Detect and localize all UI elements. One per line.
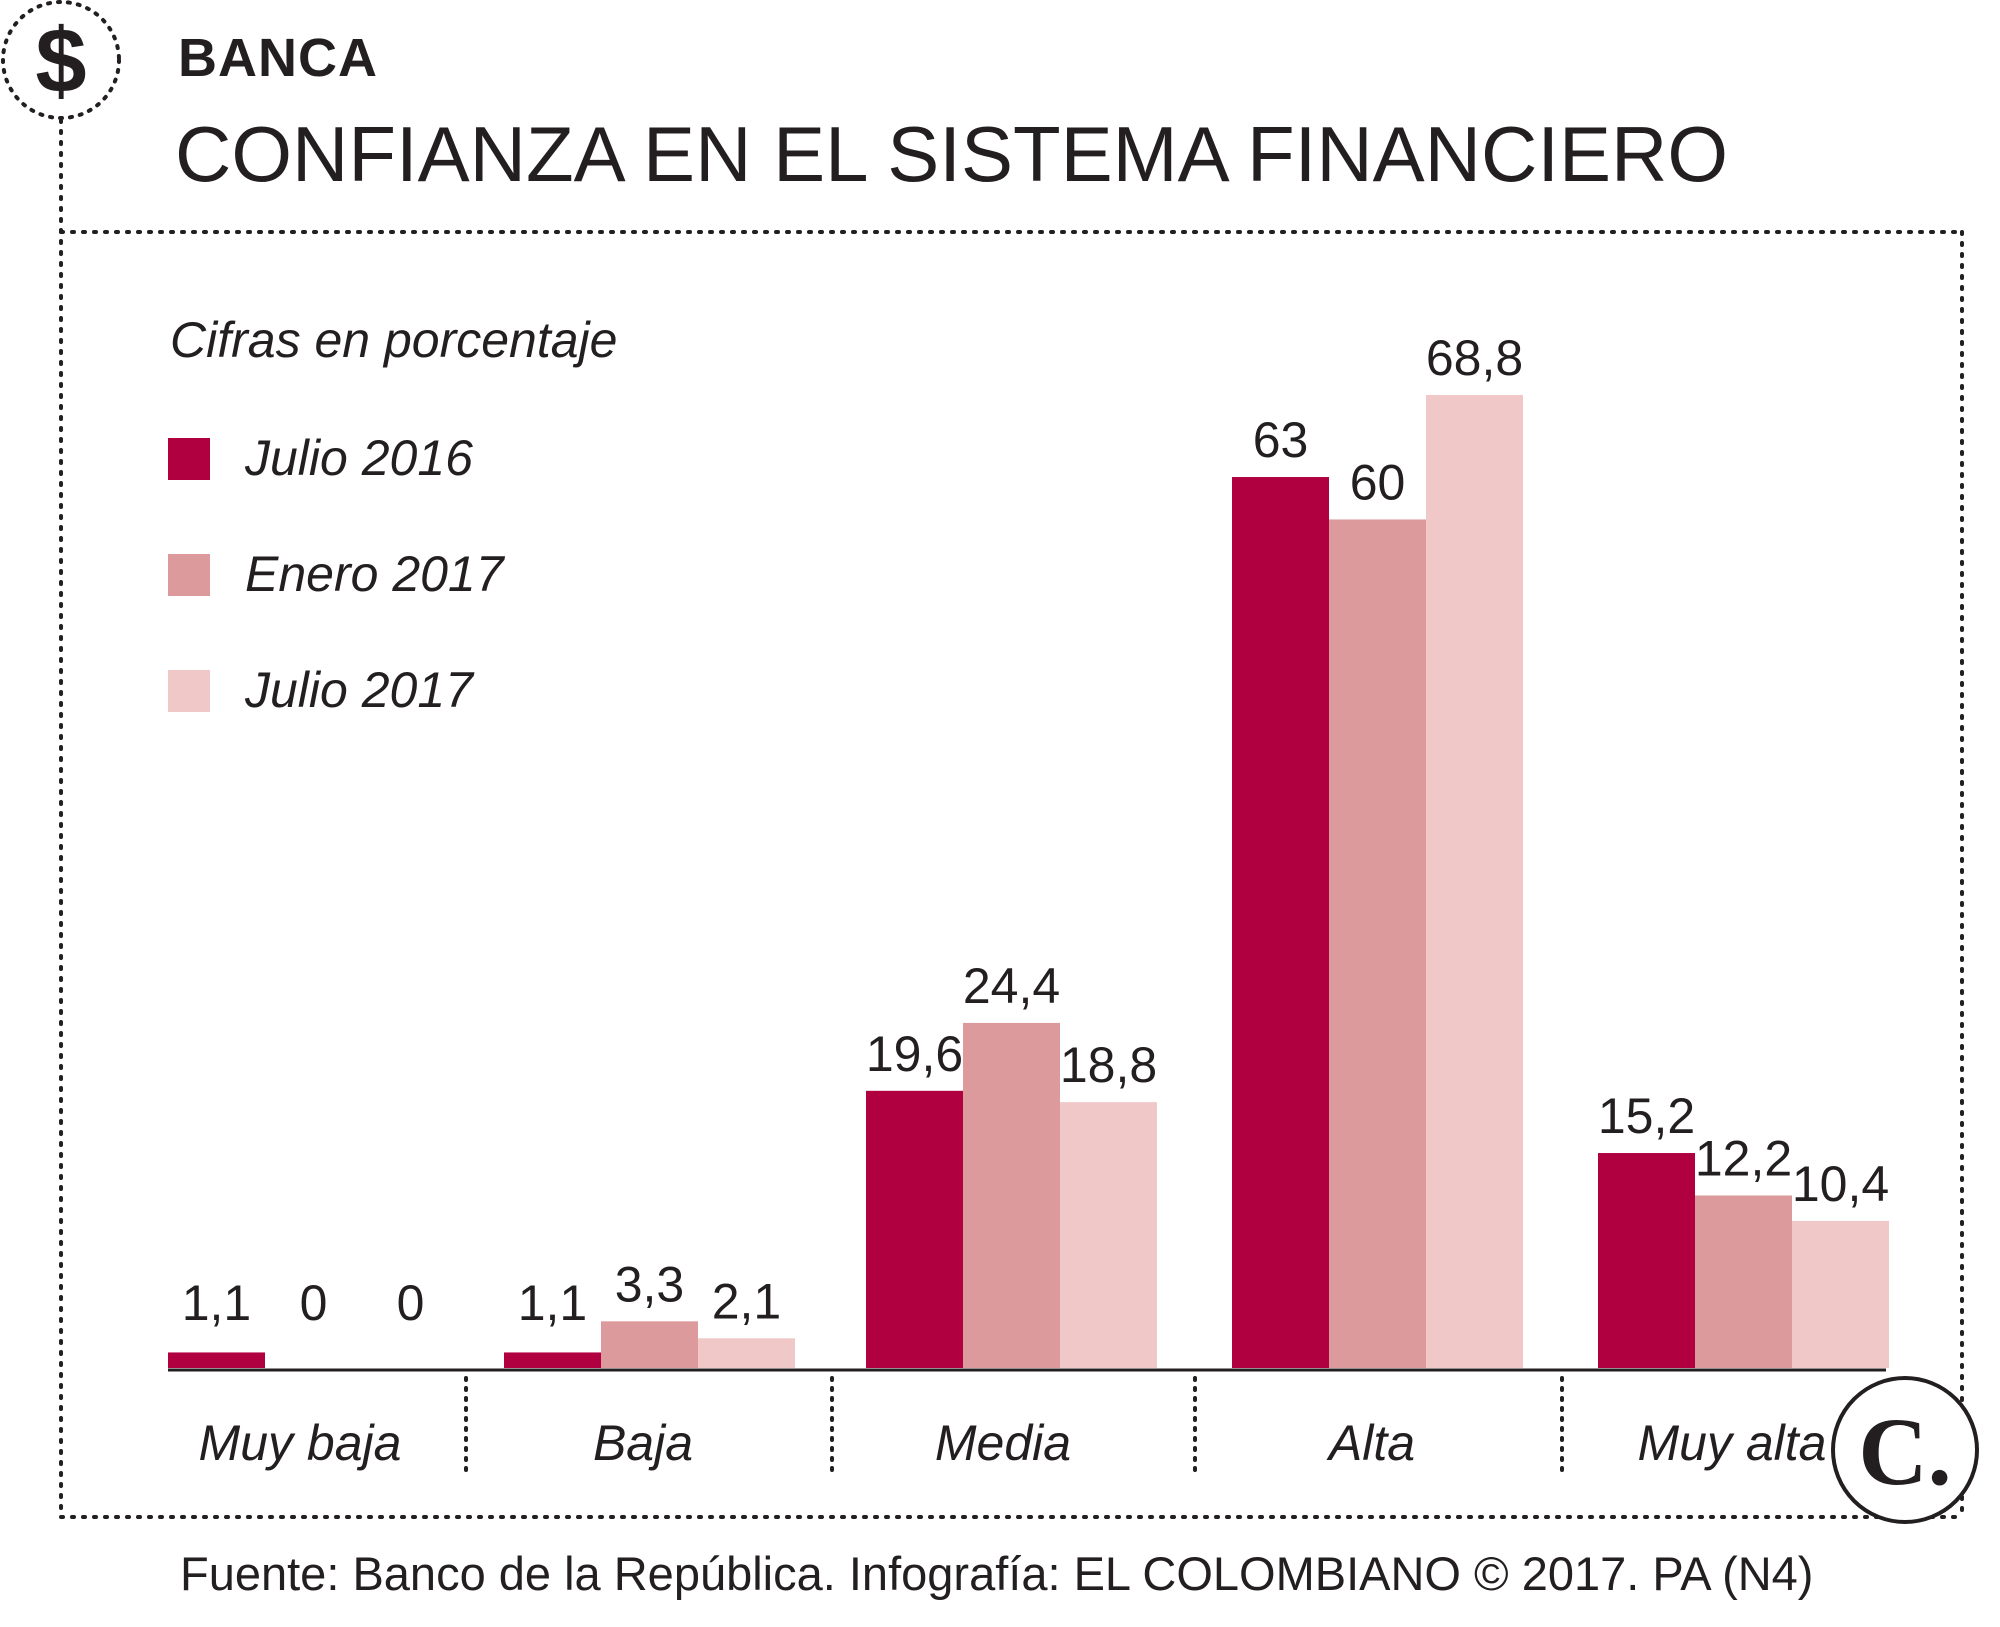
data-label-media-series-2: 24,4 — [963, 958, 1060, 1014]
bar-muy-alta-series-1 — [1598, 1153, 1695, 1368]
bar-alta-series-2 — [1329, 519, 1426, 1368]
category-label-muy-baja: Muy baja — [199, 1415, 402, 1471]
data-label-muy-alta-series-3: 10,4 — [1792, 1156, 1889, 1212]
bar-media-series-2 — [963, 1022, 1060, 1368]
x-axis-category-labels: Muy baja Baja Media Alta Muy alta — [199, 1415, 1827, 1471]
data-label-media-series-3: 18,8 — [1060, 1037, 1157, 1093]
bar-alta-series-3 — [1426, 395, 1523, 1368]
chart-legend: Julio 2016 Enero 2017 Julio 2017 — [168, 430, 506, 718]
data-label-baja-series-2: 3,3 — [615, 1256, 685, 1312]
chart-subtitle: Cifras en porcentaje — [170, 312, 617, 368]
legend-label-1: Julio 2016 — [244, 430, 473, 486]
bar-muy-alta-series-2 — [1695, 1195, 1792, 1368]
data-label-muy-baja-series-2: 0 — [300, 1275, 328, 1331]
category-label-media: Media — [935, 1415, 1071, 1471]
bar-alta-series-1 — [1232, 477, 1329, 1369]
section-label: BANCA — [178, 28, 378, 88]
dollar-icon: $ — [1, 0, 121, 120]
data-label-media-series-1: 19,6 — [866, 1026, 963, 1082]
legend-label-3: Julio 2017 — [244, 662, 475, 718]
data-label-muy-baja-series-1: 1,1 — [182, 1275, 252, 1331]
category-label-baja: Baja — [593, 1415, 693, 1471]
bar-baja-series-1 — [504, 1352, 601, 1368]
x-axis-separators — [464, 1376, 1564, 1477]
bar-media-series-1 — [866, 1090, 963, 1368]
bar-muy-baja-series-1 — [168, 1352, 265, 1368]
brand-logo-text: C. — [1858, 1398, 1951, 1505]
data-label-baja-series-1: 1,1 — [518, 1275, 588, 1331]
legend-swatch-3 — [168, 670, 210, 712]
data-label-baja-series-3: 2,1 — [712, 1273, 782, 1329]
legend-swatch-1 — [168, 438, 210, 480]
data-label-muy-baja-series-3: 0 — [397, 1275, 425, 1331]
bar-muy-alta-series-3 — [1792, 1220, 1889, 1368]
data-label-muy-alta-series-2: 12,2 — [1695, 1130, 1792, 1186]
category-label-muy-alta: Muy alta — [1638, 1415, 1827, 1471]
bar-baja-series-2 — [601, 1321, 698, 1368]
legend-label-2: Enero 2017 — [245, 546, 506, 602]
category-label-alta: Alta — [1326, 1415, 1415, 1471]
data-label-alta-series-2: 60 — [1350, 454, 1406, 510]
bar-media-series-3 — [1060, 1102, 1157, 1368]
chart-value-labels: 1,1 0 0 1,1 3,3 2,1 19,624,418,8 63 60 68,8 15,212… — [182, 330, 1889, 1331]
el-colombiano-logo: C. — [1831, 1376, 1979, 1524]
legend-swatch-2 — [168, 554, 210, 596]
data-label-muy-alta-series-1: 15,2 — [1598, 1088, 1695, 1144]
chart-bars — [168, 395, 1889, 1369]
page-title: CONFIANZA EN EL SISTEMA FINANCIERO — [175, 110, 1728, 198]
data-label-alta-series-1: 63 — [1253, 412, 1309, 468]
dollar-symbol: $ — [35, 10, 86, 112]
source-credit: Fuente: Banco de la República. Infografí… — [180, 1547, 1813, 1600]
data-label-alta-series-3: 68,8 — [1426, 330, 1523, 386]
bar-baja-series-3 — [698, 1338, 795, 1368]
